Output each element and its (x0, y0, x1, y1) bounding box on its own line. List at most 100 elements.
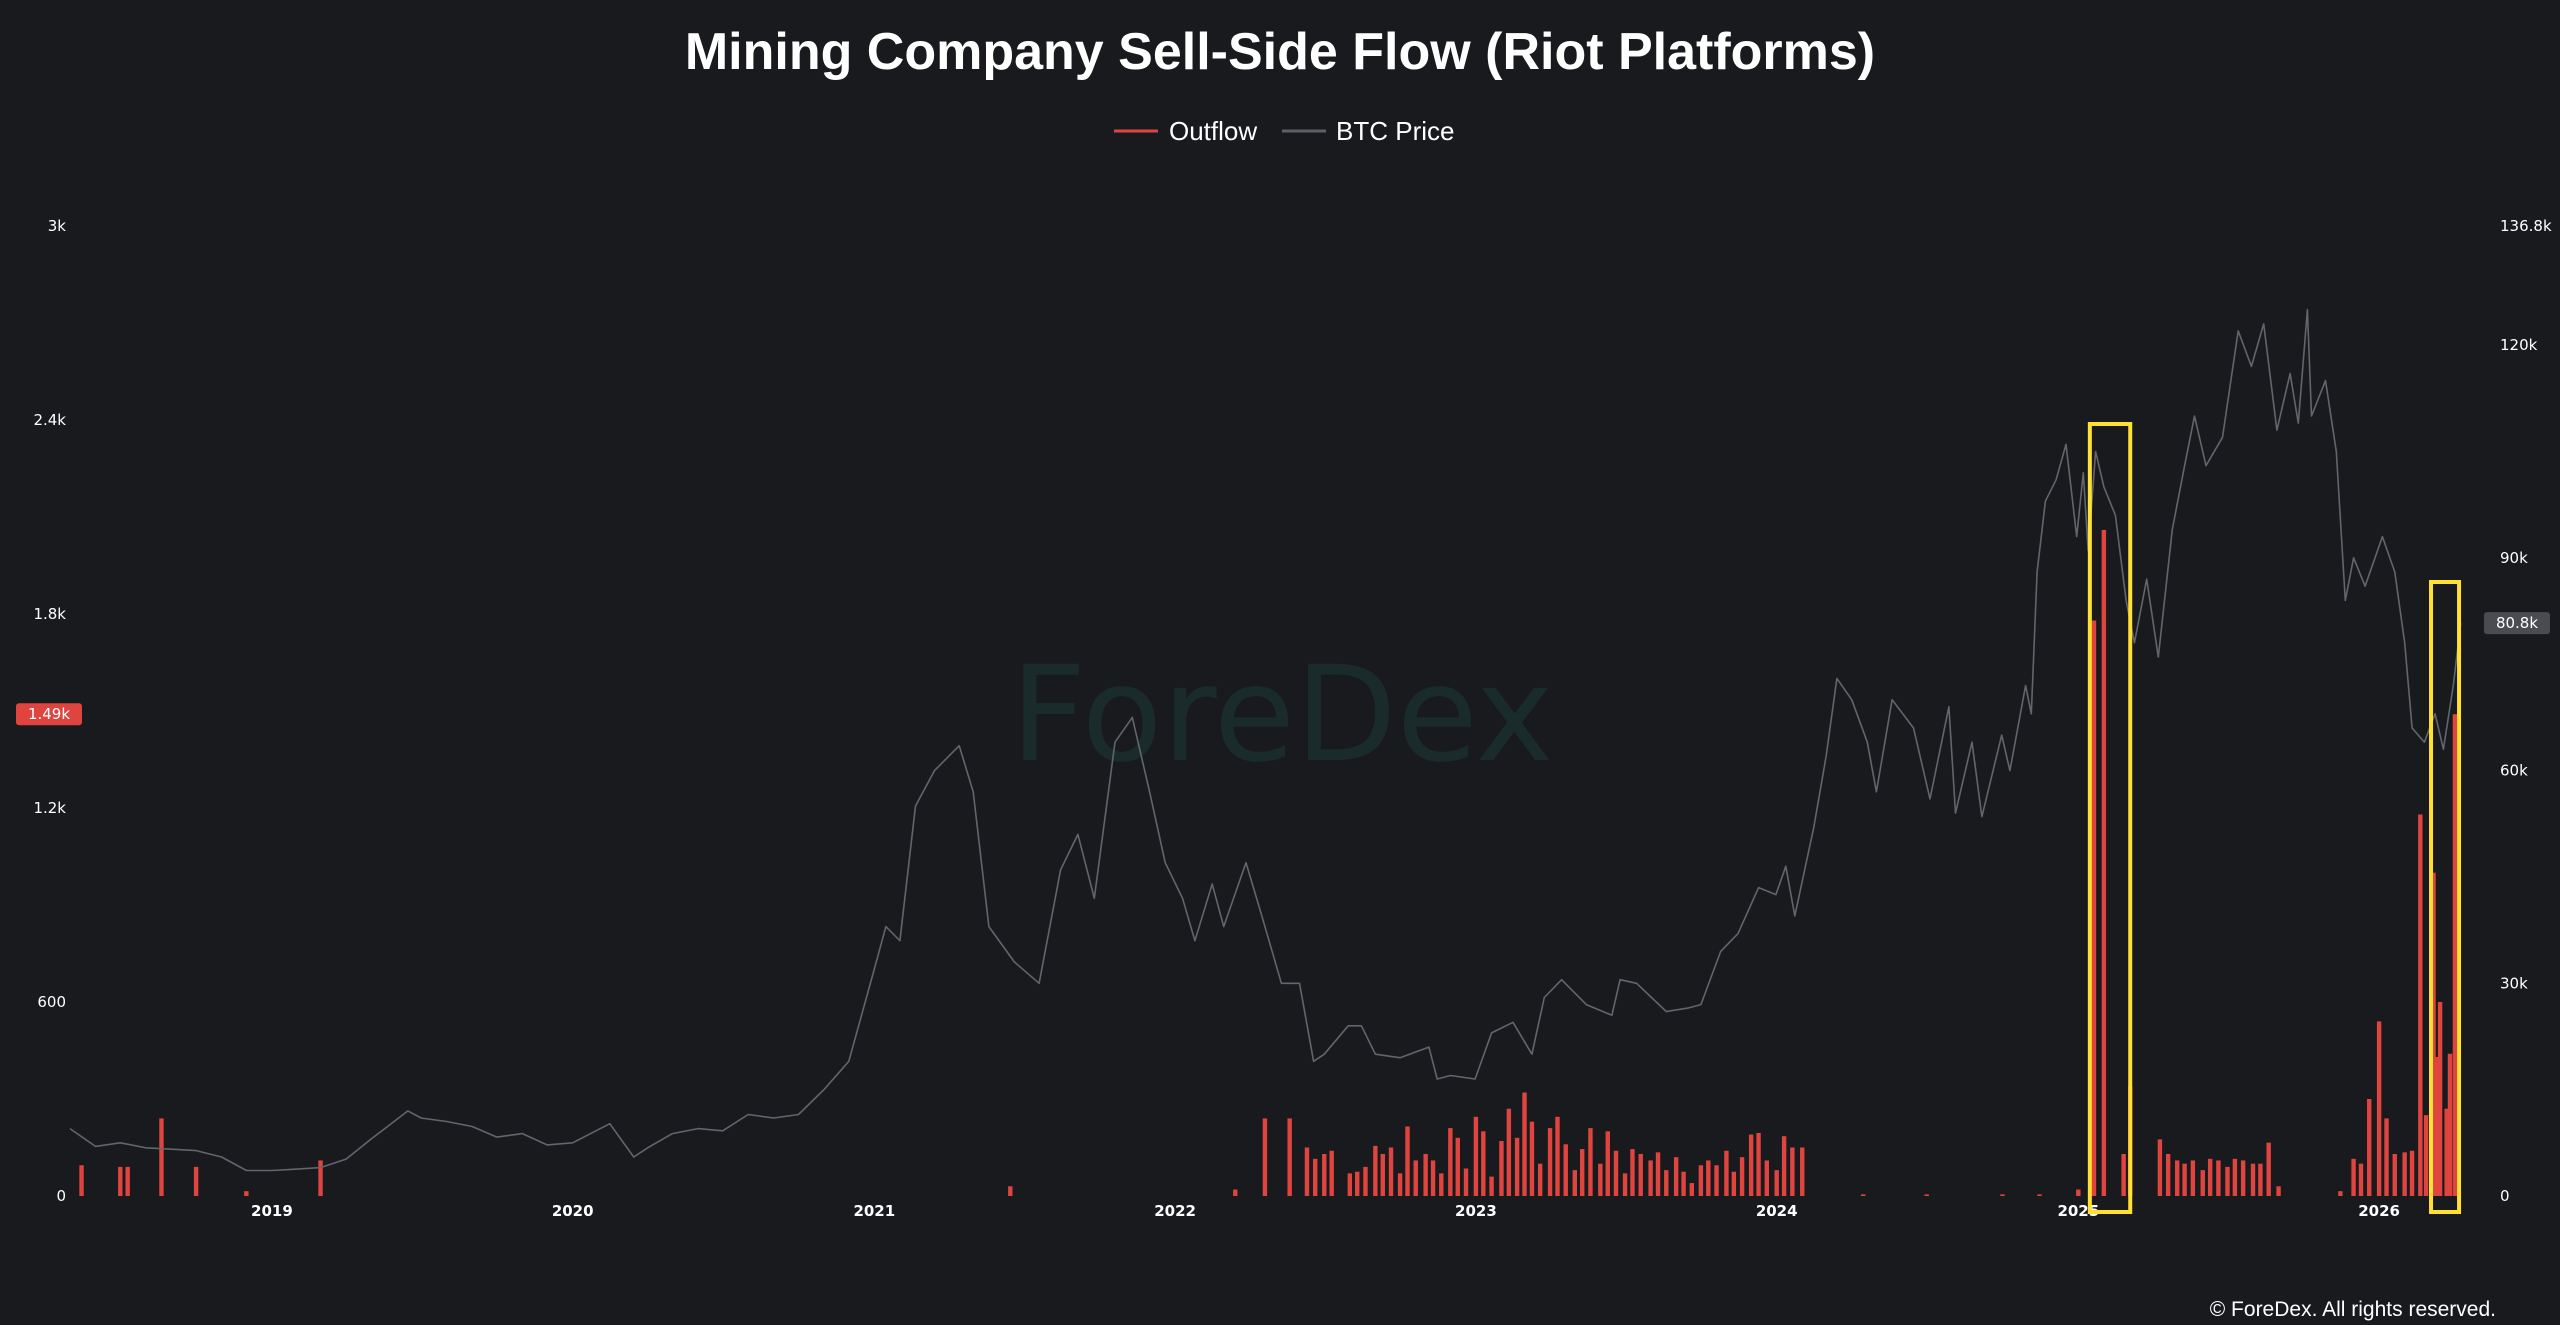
left-tick-label: 1.2k (33, 799, 66, 817)
outflow-bar (1681, 1171, 1686, 1196)
watermark: ForeDex (1010, 638, 1553, 792)
outflow-bar (2175, 1160, 2180, 1196)
outflow-bar (2165, 1153, 2171, 1196)
copyright: © ForeDex. All rights reserved. (2210, 1298, 2496, 1321)
outflow-bar (2232, 1158, 2238, 1196)
legend-item-btc-price[interactable]: BTC Price (1282, 116, 1454, 146)
outflow-bar (1304, 1147, 1310, 1196)
left-current-value-label: 1.49k (28, 705, 70, 723)
outflow-bar (2266, 1142, 2271, 1196)
left-current-value-badge-bg (16, 703, 82, 726)
outflow-bar (1313, 1158, 1318, 1196)
outflow-bar (2157, 1139, 2163, 1196)
outflow-bar (2190, 1160, 2196, 1196)
highlight-box (2087, 422, 2133, 1214)
highlight-boxes (2087, 422, 2462, 1214)
outflow-bar (1287, 1118, 1292, 1196)
outflow-bar (2091, 620, 2097, 1196)
outflow-bar (1731, 1171, 1737, 1196)
outflow-bar (1774, 1170, 1779, 1196)
left-current-value-badge: 1.49k (16, 703, 82, 726)
outflow-bar (1473, 1116, 1479, 1196)
outflow-bar (1514, 1137, 1520, 1196)
left-tick-label: 3k (48, 217, 67, 235)
outflow-bar (1630, 1149, 1635, 1196)
x-tick-label: 2026 (2358, 1202, 2400, 1220)
outflow-bar (1648, 1160, 1653, 1196)
outflow-bar (1588, 1128, 1593, 1196)
outflow-bar (2258, 1163, 2263, 1196)
outflow-bar (1537, 1163, 1543, 1196)
outflow-bar (2358, 1163, 2364, 1196)
outflow-bar (2101, 529, 2107, 1196)
outflow-bar (244, 1191, 249, 1196)
outflow-bar (1397, 1173, 1403, 1196)
outflow-bar (2376, 1021, 2382, 1196)
outflow-bar (79, 1165, 84, 1196)
outflow-bar (2444, 1108, 2449, 1196)
outflow-bar (2423, 1115, 2429, 1196)
right-tick-label: 30k (2500, 974, 2528, 992)
outflow-bar (1655, 1152, 1661, 1196)
outflow-bar (1924, 1194, 1929, 1196)
outflow-bar (2216, 1160, 2221, 1196)
x-tick-label: 2024 (1756, 1202, 1798, 1220)
right-tick-label: 90k (2500, 549, 2528, 567)
outflow-bar (2276, 1186, 2281, 1196)
outflow-bar (2409, 1150, 2415, 1196)
legend-item-outflow[interactable]: Outflow (1114, 116, 1257, 146)
right-current-value-label: 80.8k (2496, 614, 2538, 632)
outflow-bar (1363, 1166, 1368, 1196)
x-tick-label: 2021 (853, 1202, 895, 1220)
outflow-bar (1499, 1141, 1504, 1196)
outflow-bar (1522, 1092, 1527, 1196)
outflow-bar (1322, 1153, 1327, 1196)
x-tick-label: 2019 (251, 1202, 293, 1220)
outflow-bar (118, 1166, 123, 1196)
outflow-bar (1448, 1128, 1453, 1196)
outflow-bar (2434, 1056, 2439, 1196)
legend: Outflow BTC Price (1114, 116, 1454, 146)
outflow-bar (1430, 1160, 1436, 1196)
right-tick-label: 0 (2500, 1187, 2510, 1205)
outflow-bars (79, 529, 2458, 1196)
outflow-bar (1463, 1168, 1469, 1196)
outflow-bar (1748, 1134, 1754, 1196)
outflow-bar (1756, 1132, 1761, 1196)
outflow-bar (1481, 1131, 1486, 1196)
outflow-bar (1698, 1165, 1704, 1196)
outflow-bar (2384, 1118, 2389, 1196)
outflow-bar (1563, 1144, 1568, 1196)
outflow-bar (1714, 1165, 1719, 1196)
outflow-bar (2418, 814, 2423, 1196)
legend-label-outflow: Outflow (1169, 116, 1257, 146)
outflow-bar (1439, 1173, 1444, 1196)
outflow-bar (2182, 1163, 2187, 1196)
btc-price-line (69, 308, 2462, 1172)
outflow-bar (1233, 1189, 1238, 1196)
outflow-bar (2338, 1191, 2343, 1196)
outflow-bar (1622, 1173, 1628, 1196)
outflow-bar (1329, 1150, 1334, 1196)
left-axis: 0 600 1.2k 1.8k 2.4k 3k (33, 217, 66, 1205)
chart-title: Mining Company Sell-Side Flow (Riot Plat… (685, 23, 1875, 81)
left-tick-label: 600 (37, 993, 66, 1011)
outflow-bar (2121, 1153, 2126, 1196)
outflow-bar (1724, 1150, 1729, 1196)
outflow-bar (1790, 1147, 1795, 1196)
outflow-bar (1547, 1128, 1553, 1196)
outflow-bar (2402, 1152, 2407, 1196)
outflow-bar (2447, 1053, 2453, 1196)
x-tick-label: 2020 (552, 1202, 594, 1220)
outflow-bar (2037, 1194, 2042, 1196)
outflow-bar (2452, 714, 2458, 1196)
outflow-bar (1861, 1194, 1866, 1196)
highlight-box (2429, 580, 2462, 1214)
outflow-bar (1380, 1153, 1385, 1196)
outflow-bar (1572, 1170, 1577, 1196)
right-axis: 0 30k 60k 90k 120k 136.8k (2500, 217, 2552, 1205)
outflow-bar (318, 1160, 323, 1196)
outflow-bar (1598, 1163, 1603, 1196)
outflow-bar (2367, 1099, 2372, 1196)
